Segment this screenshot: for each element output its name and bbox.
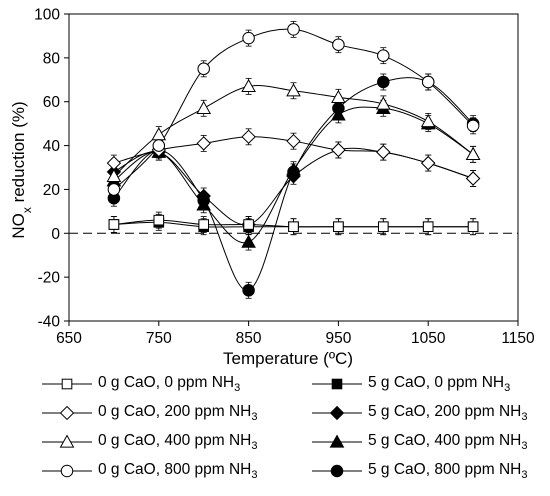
x-tick-label: 1150 bbox=[501, 330, 535, 347]
data-point bbox=[151, 127, 167, 141]
legend-marker bbox=[60, 464, 74, 478]
legend-swatch bbox=[312, 464, 362, 478]
data-point bbox=[378, 221, 389, 233]
y-axis-label: NOx reduction (%) bbox=[9, 101, 34, 238]
data-point bbox=[241, 234, 256, 248]
y-tick-label: -40 bbox=[38, 314, 61, 331]
legend-item: 5 g CaO, 0 ppm NH3 bbox=[312, 372, 510, 396]
data-point bbox=[466, 119, 480, 133]
data-point bbox=[242, 284, 255, 297]
data-point bbox=[107, 183, 121, 196]
data-point bbox=[332, 38, 345, 51]
data-point bbox=[241, 78, 256, 93]
legend-marker bbox=[329, 434, 345, 448]
data-point bbox=[286, 83, 301, 97]
data-point bbox=[376, 144, 391, 160]
legend-swatch bbox=[42, 464, 92, 478]
data-point bbox=[377, 75, 390, 89]
series-line bbox=[113, 77, 474, 291]
x-axis-label: Temperature (ºC) bbox=[223, 349, 353, 368]
data-point bbox=[422, 221, 434, 233]
y-tick-label: 20 bbox=[43, 182, 61, 199]
legend-marker bbox=[59, 434, 75, 448]
chart: -40 -20 0 20 40 60 80 100 650 750 850 950 1050 1150 N… bbox=[9, 7, 535, 369]
data-point bbox=[241, 129, 256, 144]
legend-marker bbox=[330, 464, 344, 478]
data-point bbox=[375, 96, 391, 110]
legend-label: 5 g CaO, 800 ppm NH3 bbox=[368, 460, 528, 482]
y-tick-label: 60 bbox=[43, 94, 61, 111]
legend-swatch bbox=[42, 405, 92, 421]
x-tick-label: 950 bbox=[325, 330, 351, 347]
data-point bbox=[465, 146, 481, 161]
data-point bbox=[287, 165, 300, 179]
data-point bbox=[152, 139, 166, 152]
legend-item: 0 g CaO, 200 ppm NH3 bbox=[42, 401, 257, 425]
y-tick-label: 80 bbox=[43, 50, 61, 67]
series-line bbox=[113, 147, 474, 226]
data-point bbox=[108, 219, 120, 230]
legend-marker bbox=[331, 378, 343, 390]
plot-frame bbox=[68, 13, 519, 322]
y-tick-label: 100 bbox=[34, 7, 60, 24]
data-point bbox=[333, 221, 344, 233]
data-point bbox=[420, 113, 436, 128]
data-point bbox=[242, 31, 255, 45]
legend-item: 0 g CaO, 400 ppm NH3 bbox=[42, 430, 257, 454]
legend-swatch bbox=[42, 434, 92, 448]
x-tick-label: 750 bbox=[146, 330, 172, 347]
data-point bbox=[106, 155, 122, 171]
legend-item: 5 g CaO, 800 ppm NH3 bbox=[312, 459, 527, 483]
legend-label: 0 g CaO, 200 ppm NH3 bbox=[98, 402, 258, 424]
data-point bbox=[153, 214, 165, 226]
data-point bbox=[331, 89, 346, 104]
data-point bbox=[421, 155, 436, 171]
legend-item: 5 g CaO, 400 ppm NH3 bbox=[312, 430, 527, 454]
legend-item: 0 g CaO, 800 ppm NH3 bbox=[42, 459, 257, 483]
data-point bbox=[377, 49, 390, 62]
data-point bbox=[286, 133, 301, 149]
x-tick-label: 1050 bbox=[411, 330, 446, 347]
data-point bbox=[331, 142, 346, 158]
legend-label: 5 g CaO, 200 ppm NH3 bbox=[368, 402, 528, 424]
legend-item: 5 g CaO, 200 ppm NH3 bbox=[312, 401, 527, 425]
x-tick-label: 650 bbox=[56, 330, 82, 347]
legend-swatch bbox=[312, 405, 362, 421]
data-point bbox=[465, 171, 481, 186]
data-point bbox=[196, 136, 211, 151]
legend-item: 0 g CaO, 0 ppm NH3 bbox=[42, 372, 240, 396]
data-point bbox=[198, 219, 209, 230]
legend-marker bbox=[61, 378, 73, 390]
legend-label: 0 g CaO, 0 ppm NH3 bbox=[98, 373, 241, 395]
data-point bbox=[287, 23, 300, 36]
y-tick-label: 0 bbox=[51, 226, 60, 243]
legend-label: 0 g CaO, 800 ppm NH3 bbox=[98, 460, 258, 482]
data-point bbox=[421, 75, 435, 89]
y-tick-label: 40 bbox=[43, 138, 61, 155]
legend-swatch bbox=[312, 434, 362, 448]
data-point bbox=[332, 102, 345, 115]
legend: 0 g CaO, 0 ppm NH3 5 g CaO, 0 ppm NH3 0 g … bbox=[0, 372, 550, 496]
data-point bbox=[288, 221, 299, 233]
legend-label: 5 g CaO, 0 ppm NH3 bbox=[368, 373, 511, 395]
legend-marker bbox=[329, 405, 345, 421]
legend-label: 5 g CaO, 400 ppm NH3 bbox=[368, 431, 528, 453]
legend-swatch bbox=[312, 378, 362, 390]
x-tick-label: 850 bbox=[236, 330, 262, 347]
data-point bbox=[197, 62, 210, 76]
data-point bbox=[197, 194, 210, 207]
data-point bbox=[467, 221, 479, 233]
data-point bbox=[106, 168, 122, 182]
legend-swatch bbox=[42, 378, 92, 390]
legend-marker bbox=[59, 405, 75, 421]
axes: -40 -20 0 20 40 60 80 100 650 750 850 950 1050 1150 bbox=[34, 7, 535, 348]
data-point bbox=[196, 100, 212, 114]
data-point bbox=[243, 219, 254, 230]
legend-label: 0 g CaO, 400 ppm NH3 bbox=[98, 431, 258, 453]
series-layer bbox=[106, 20, 481, 299]
y-tick-label: -20 bbox=[38, 270, 61, 287]
